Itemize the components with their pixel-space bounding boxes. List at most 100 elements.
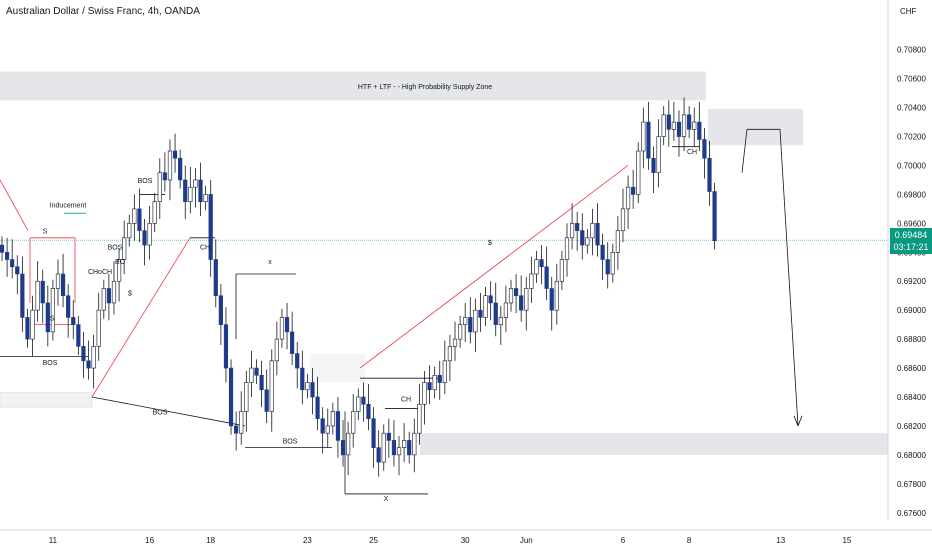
- time-tick-label: 30: [461, 536, 470, 545]
- price-tick-label: 0.69800: [897, 190, 926, 199]
- price-tick-label: 0.68200: [897, 422, 926, 431]
- candle-body: [447, 346, 453, 362]
- candle-body: [4, 252, 10, 260]
- annotation-label: BOS: [283, 438, 298, 445]
- candle-body: [702, 139, 707, 159]
- candle-body: [335, 411, 341, 441]
- candle-body: [254, 367, 259, 376]
- candle-body: [249, 367, 254, 383]
- candle-body: [615, 230, 620, 253]
- candle-body: [366, 403, 371, 420]
- candle-body: [239, 411, 244, 434]
- candle-body: [25, 317, 30, 340]
- candle-body: [274, 338, 279, 362]
- candle-body: [493, 302, 498, 325]
- candle-body: [127, 223, 132, 239]
- candle-body: [468, 317, 473, 333]
- candle-body: [697, 121, 702, 140]
- candle-body: [376, 447, 381, 463]
- candle-body: [585, 237, 590, 246]
- price-tick-label: 0.70600: [897, 75, 926, 84]
- price-tick-label: 0.70400: [897, 104, 926, 113]
- candle-body: [50, 288, 55, 333]
- candle-body: [223, 324, 229, 369]
- candle-body: [671, 121, 676, 130]
- candle-body: [600, 244, 605, 260]
- candle-body: [371, 418, 376, 448]
- zone-rect: [310, 353, 365, 383]
- last-price-value: 0.69484: [894, 230, 928, 240]
- annotation-label: X: [384, 496, 389, 503]
- candle-body: [142, 230, 147, 246]
- last-price-tag: 0.69484 03:17:21: [890, 228, 932, 254]
- candle-body: [300, 367, 305, 391]
- candle-body: [646, 121, 651, 159]
- candle-body: [651, 157, 656, 174]
- chart-title: Australian Dollar / Swiss Franc, 4h, OAN…: [6, 6, 200, 17]
- candle-body: [279, 317, 285, 340]
- projection-line: [741, 129, 748, 173]
- trend-line: [359, 165, 629, 369]
- candle-body: [386, 432, 391, 441]
- candle-body: [76, 324, 81, 347]
- candle-body: [157, 172, 162, 202]
- candle-body: [412, 432, 417, 456]
- candle-body: [524, 288, 529, 311]
- candle-body: [152, 201, 157, 224]
- candle-body: [575, 223, 580, 231]
- time-tick-label: 8: [687, 536, 692, 545]
- candle-body: [595, 223, 600, 246]
- zone-label: HTF + LTF - - High Probability Supply Zo…: [358, 84, 492, 91]
- candle-body: [407, 440, 412, 456]
- time-tick-label: 6: [621, 536, 626, 545]
- price-tick-label: 0.70200: [897, 133, 926, 142]
- price-tick-label: 0.69200: [897, 277, 926, 286]
- price-axis: CHF 0.70800 0.70600 0.70400 0.70200 0.70000 0.…: [887, 0, 926, 520]
- candle-body: [213, 259, 218, 297]
- candle-body: [580, 230, 585, 246]
- annotation-label: CH: [200, 244, 210, 251]
- annotation-label: BOS: [43, 360, 58, 367]
- currency-label: CHF: [900, 7, 917, 16]
- candle-body: [666, 114, 671, 130]
- candle-body: [687, 114, 692, 130]
- candle-body: [86, 360, 91, 369]
- candle-body: [315, 396, 320, 420]
- price-tick-label: 0.69600: [897, 219, 926, 228]
- candle-body: [330, 411, 335, 427]
- candle-body: [636, 150, 641, 195]
- annotation-label: CH: [401, 396, 411, 403]
- time-tick-label: 23: [303, 536, 312, 545]
- candle-body: [183, 179, 188, 202]
- candle-body: [417, 403, 422, 434]
- time-tick-label: 25: [369, 536, 378, 545]
- candle-body: [325, 425, 330, 434]
- annotation-label: x: [268, 259, 272, 266]
- candle-body: [15, 266, 20, 275]
- candle-body: [55, 273, 61, 289]
- price-tick-label: 0.70800: [897, 46, 926, 55]
- trend-line: [91, 237, 191, 398]
- candle-body: [676, 121, 682, 137]
- price-tick-label: 0.68600: [897, 364, 926, 373]
- candle-body: [432, 375, 437, 391]
- candle-body: [534, 259, 539, 275]
- candle-body: [422, 382, 427, 405]
- price-tick-label: 0.67600: [897, 509, 926, 518]
- candle-body: [356, 396, 361, 412]
- candle-body: [218, 295, 223, 325]
- candle-body: [162, 172, 167, 181]
- candle-body: [106, 288, 111, 304]
- annotation-label: BO: [115, 259, 126, 266]
- candle-body: [712, 191, 717, 242]
- price-tick-label: 0.67800: [897, 480, 926, 489]
- candle-body: [656, 136, 661, 174]
- candle-body: [178, 157, 183, 181]
- candle-body: [10, 259, 15, 268]
- candle-body: [641, 121, 646, 152]
- price-tick-label: 0.68000: [897, 451, 926, 460]
- time-tick-label: 11: [49, 536, 58, 545]
- candle-body: [60, 273, 66, 297]
